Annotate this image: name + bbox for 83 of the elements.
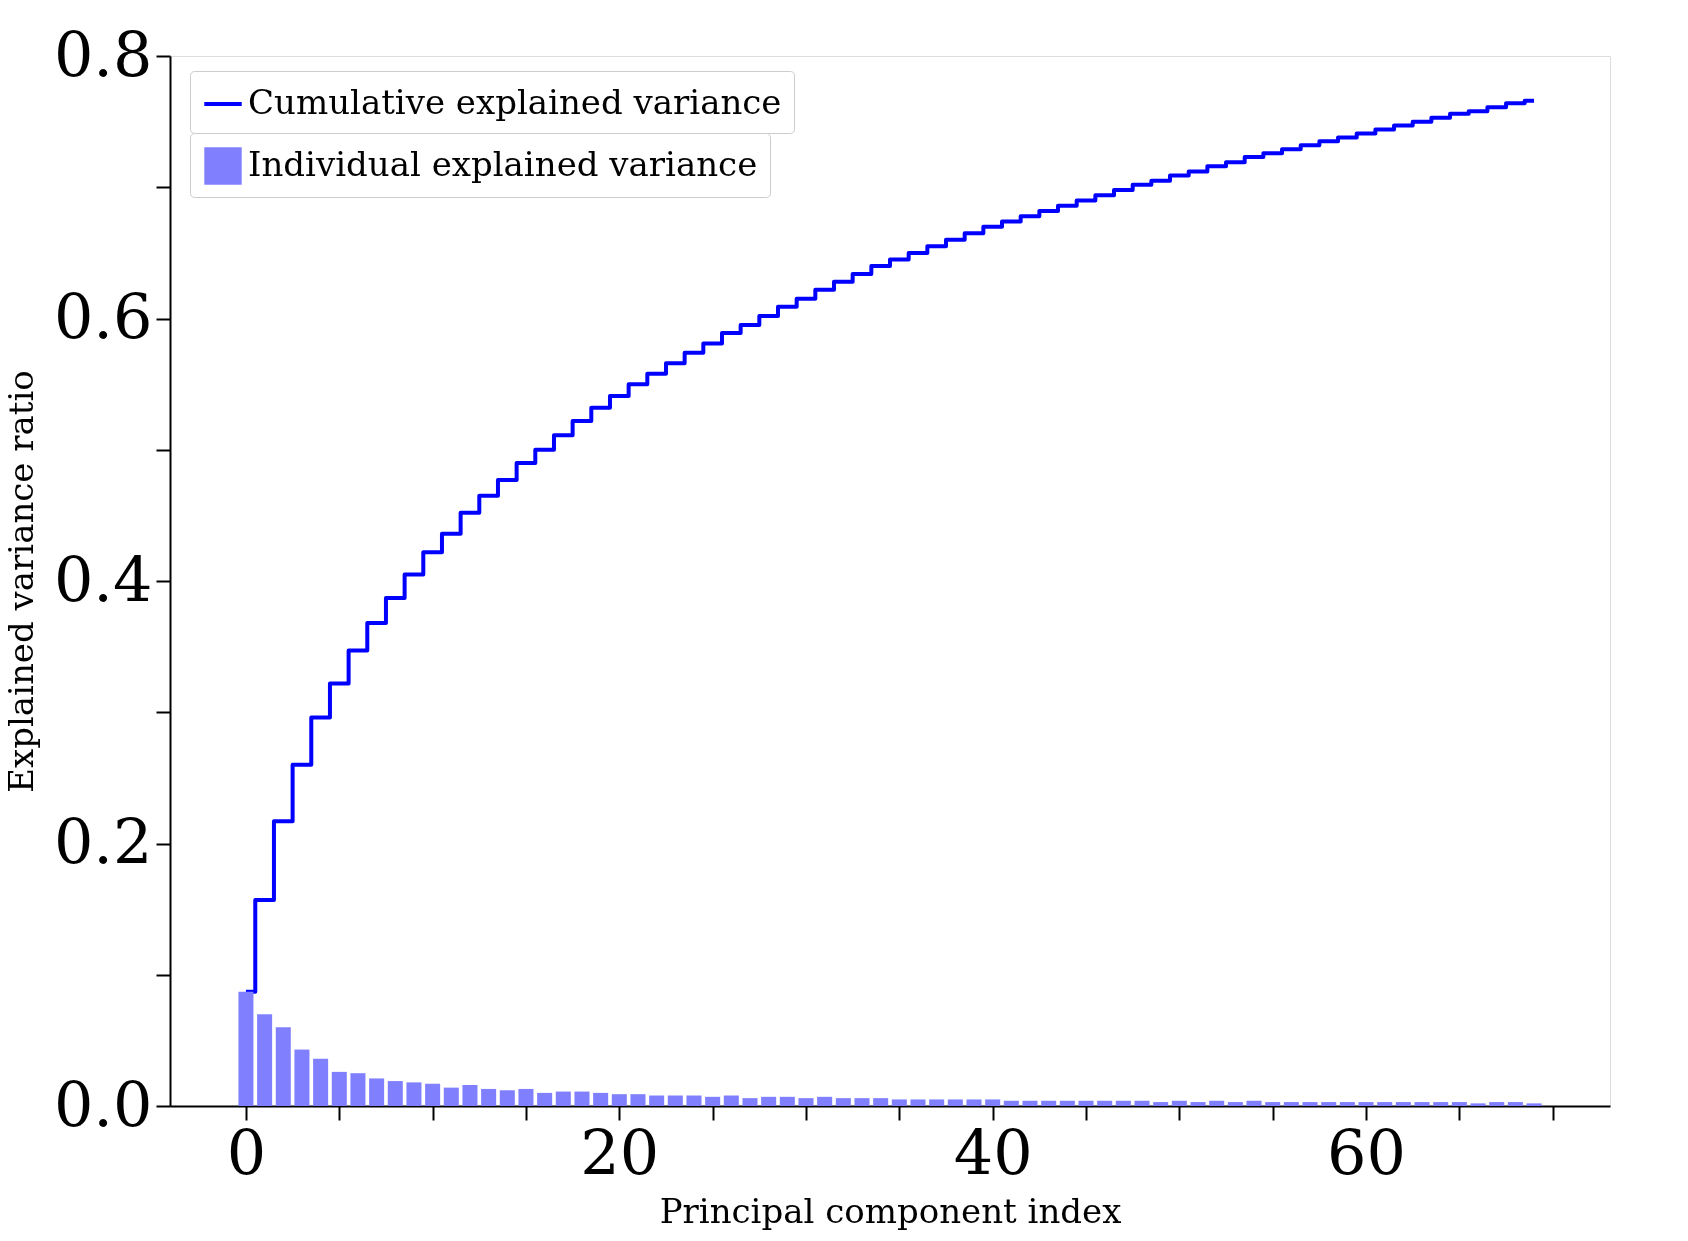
bar [686, 1095, 702, 1106]
bar [873, 1098, 889, 1106]
x-tick-label: 20 [580, 1115, 660, 1189]
bar [705, 1096, 721, 1106]
bar [350, 1073, 366, 1106]
bar [1022, 1100, 1038, 1106]
bar [761, 1096, 777, 1106]
bar [593, 1092, 609, 1106]
y-tick-label: 0.8 [53, 17, 153, 91]
bar [1489, 1102, 1505, 1106]
bar [537, 1092, 553, 1106]
bar [1003, 1100, 1019, 1106]
bar [723, 1095, 739, 1106]
bar [910, 1099, 926, 1106]
bar [1339, 1102, 1355, 1106]
bar [1302, 1102, 1318, 1106]
bar [1153, 1102, 1169, 1106]
bar [929, 1099, 945, 1106]
bar [443, 1087, 459, 1106]
bar [1395, 1102, 1411, 1106]
bar [369, 1078, 385, 1106]
bar [1041, 1100, 1057, 1106]
x-axis-title: Principal component index [659, 1190, 1122, 1231]
bar [1470, 1103, 1486, 1106]
bar [425, 1083, 441, 1106]
bar [387, 1081, 403, 1106]
bar [891, 1099, 907, 1106]
bar [1451, 1102, 1467, 1106]
bar [1097, 1100, 1113, 1106]
bar [1283, 1102, 1299, 1106]
bar [462, 1085, 478, 1106]
bar [798, 1098, 814, 1106]
bar [275, 1027, 291, 1106]
bar [1358, 1102, 1374, 1106]
bar [985, 1099, 1001, 1106]
bar [1059, 1100, 1075, 1106]
bar [835, 1098, 851, 1106]
bar [294, 1049, 310, 1106]
bar [518, 1088, 534, 1106]
bar [1377, 1102, 1393, 1106]
x-tick-label: 0 [226, 1115, 267, 1189]
bar [1227, 1102, 1243, 1106]
bar [1171, 1100, 1187, 1106]
bar [481, 1088, 497, 1106]
y-axis-title: Explained variance ratio [0, 370, 41, 793]
bar [574, 1091, 590, 1106]
bar [1134, 1100, 1150, 1106]
bar [1321, 1102, 1337, 1106]
y-tick-label: 0.6 [53, 280, 153, 353]
bar [1190, 1102, 1206, 1106]
y-tick-label: 0.2 [53, 805, 153, 878]
y-tick-label: 0.0 [53, 1067, 153, 1141]
bar [555, 1091, 571, 1106]
bar [630, 1094, 646, 1106]
bar [854, 1098, 870, 1106]
bar [1507, 1102, 1523, 1106]
bar [1078, 1100, 1094, 1106]
bar [1414, 1102, 1430, 1106]
bar [649, 1095, 665, 1106]
bar [238, 991, 254, 1106]
bar [966, 1099, 982, 1106]
bar [1115, 1100, 1131, 1106]
bar [499, 1090, 515, 1106]
bar [817, 1096, 833, 1106]
bar [331, 1071, 347, 1106]
bar [1526, 1103, 1542, 1106]
bar [667, 1095, 683, 1106]
bar [1265, 1102, 1281, 1106]
bar [313, 1058, 329, 1106]
y-tick-label: 0.4 [53, 542, 153, 616]
bar [779, 1096, 795, 1106]
bar [1246, 1100, 1262, 1106]
bar [742, 1098, 758, 1106]
bar [1433, 1102, 1449, 1106]
bar [406, 1082, 422, 1106]
bar [611, 1094, 627, 1106]
legend-label: Cumulative explained variance [248, 82, 782, 122]
x-tick-label: 60 [1327, 1115, 1406, 1189]
bar [1209, 1100, 1225, 1106]
bar [257, 1014, 273, 1106]
x-tick-label: 40 [953, 1115, 1033, 1189]
legend-label: Individual explained variance [248, 144, 758, 184]
bar [947, 1099, 963, 1106]
